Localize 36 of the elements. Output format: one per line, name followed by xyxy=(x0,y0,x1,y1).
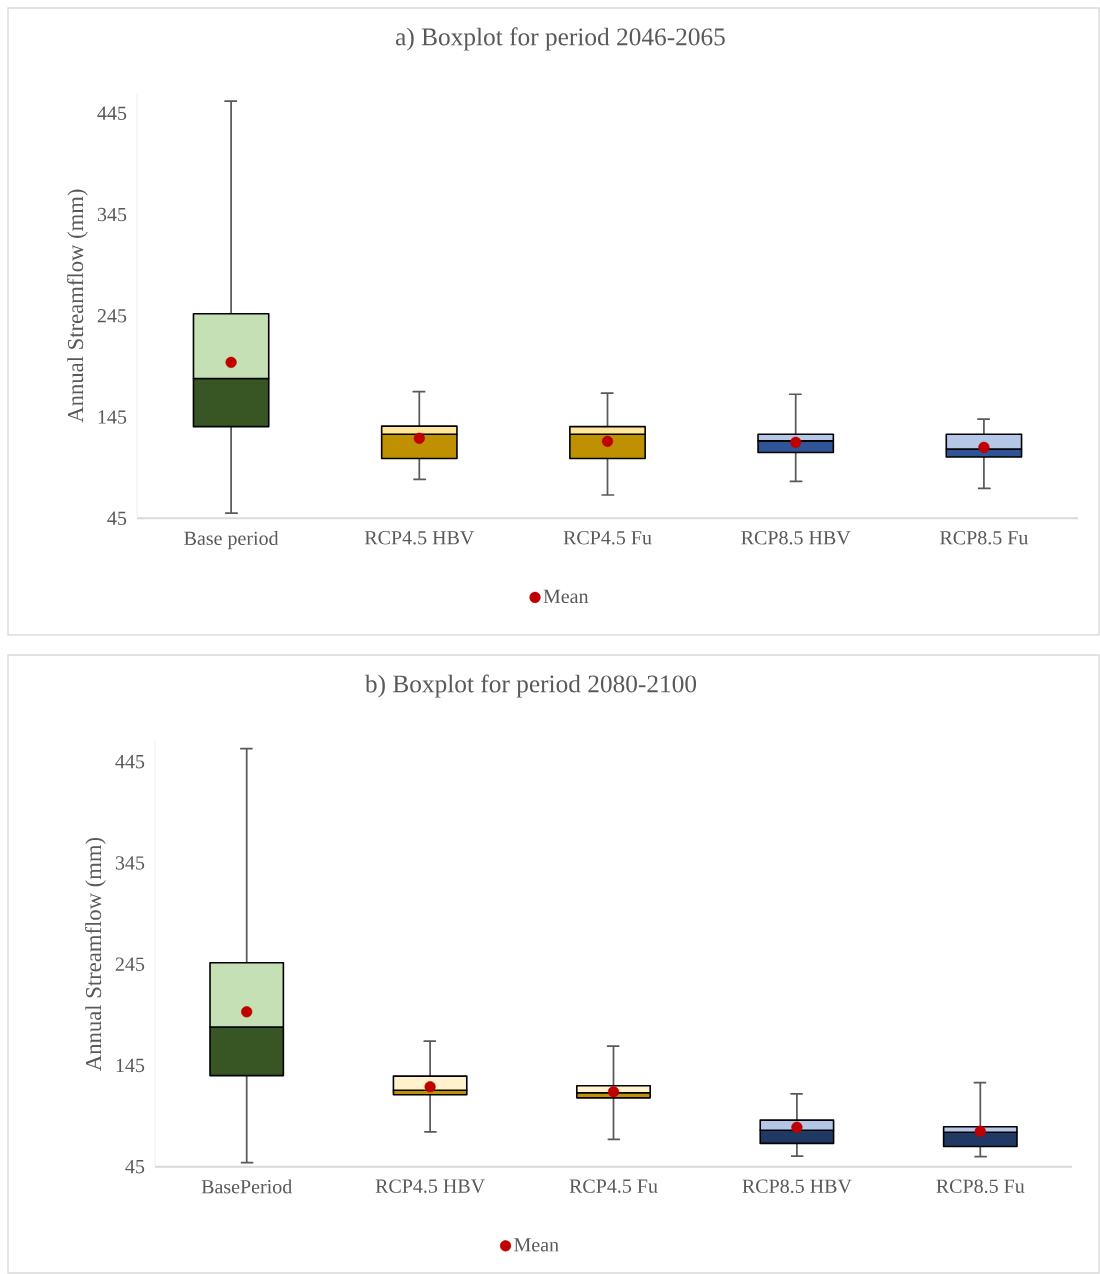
point xyxy=(790,436,802,448)
y-axis-title: Annual Streamflow (mm) xyxy=(67,189,88,423)
chart-title: b) Boxplot for period 2080-2100 xyxy=(364,674,697,698)
point xyxy=(601,435,614,447)
point xyxy=(978,441,990,454)
x-tick-label: BasePeriod xyxy=(201,1179,292,1194)
y-tick-label: 45 xyxy=(107,511,127,525)
y-tick-label: 145 xyxy=(116,1058,145,1073)
point xyxy=(791,1121,803,1133)
y-tick-label: 445 xyxy=(115,755,145,769)
y-tick-label: 345 xyxy=(115,856,145,870)
y-tick-label: 45 xyxy=(125,1160,145,1174)
x-tick-label: RCP4.5 HBV xyxy=(375,1179,485,1193)
y-tick-label: 245 xyxy=(97,309,127,323)
y-tick-label: 345 xyxy=(97,207,127,222)
legend-label: Mean xyxy=(514,1238,559,1252)
point xyxy=(424,1081,436,1093)
chart-title: a) Boxplot for period 2046-2065 xyxy=(396,27,725,51)
x-tick-label: RCP8.5 HBV xyxy=(741,531,851,545)
x-tick-label: RCP4.5 Fu xyxy=(569,1179,658,1193)
y-tick-label: 145 xyxy=(98,410,127,424)
x-tick-label: RCP8.5 Fu xyxy=(940,531,1029,545)
y-tick-label: 245 xyxy=(115,957,145,971)
point xyxy=(607,1086,620,1098)
legend-label: Mean xyxy=(543,589,589,604)
x-tick-label: RCP8.5 HBV xyxy=(742,1179,852,1194)
point xyxy=(974,1125,986,1137)
x-tick-label: Base period xyxy=(184,531,279,550)
point xyxy=(241,1006,253,1018)
x-tick-label: RCP8.5 Fu xyxy=(936,1179,1025,1194)
x-tick-label: RCP4.5 HBV xyxy=(364,531,475,545)
point xyxy=(413,432,425,444)
x-tick-label: RCP4.5 Fu xyxy=(563,531,652,545)
y-tick-label: 445 xyxy=(97,106,127,120)
y-axis-title: Annual Streamflow (mm) xyxy=(85,837,106,1071)
point xyxy=(225,356,237,368)
